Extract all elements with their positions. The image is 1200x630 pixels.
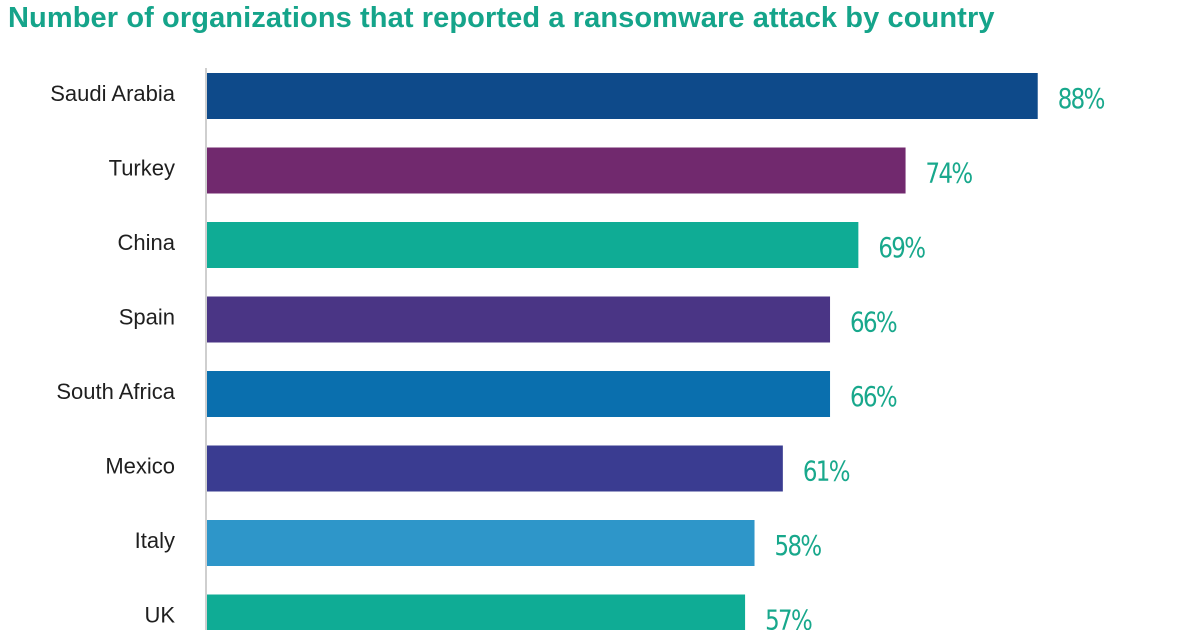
category-label: Mexico xyxy=(105,453,175,478)
bar-mexico xyxy=(207,445,783,492)
value-label: 57% xyxy=(765,604,812,630)
value-label: 61% xyxy=(803,455,850,488)
bar-south-africa xyxy=(207,371,831,417)
bar-turkey xyxy=(207,147,906,194)
bar-saudi-arabia xyxy=(207,73,1038,119)
value-label: 88% xyxy=(1058,82,1105,115)
bar-spain xyxy=(207,296,831,343)
bars-group: Saudi Arabia 88% Turkey 74% China 69% Spain 66%… xyxy=(50,73,1107,630)
value-label: 58% xyxy=(775,529,822,562)
bar-uk xyxy=(207,594,746,630)
bar-china xyxy=(207,222,859,268)
value-label: 66% xyxy=(850,306,897,339)
chart-title: Number of organizations that reported a … xyxy=(8,2,995,34)
value-label: 69% xyxy=(878,231,925,264)
category-label: Italy xyxy=(135,528,175,553)
category-label: Saudi Arabia xyxy=(50,81,176,106)
category-label: Turkey xyxy=(109,155,175,180)
category-label: South Africa xyxy=(56,379,175,404)
value-label: 66% xyxy=(850,380,897,413)
value-label: 74% xyxy=(926,157,973,190)
category-label: UK xyxy=(144,602,175,627)
bar-italy xyxy=(207,520,755,566)
category-label: China xyxy=(118,230,176,255)
category-label: Spain xyxy=(119,304,175,329)
